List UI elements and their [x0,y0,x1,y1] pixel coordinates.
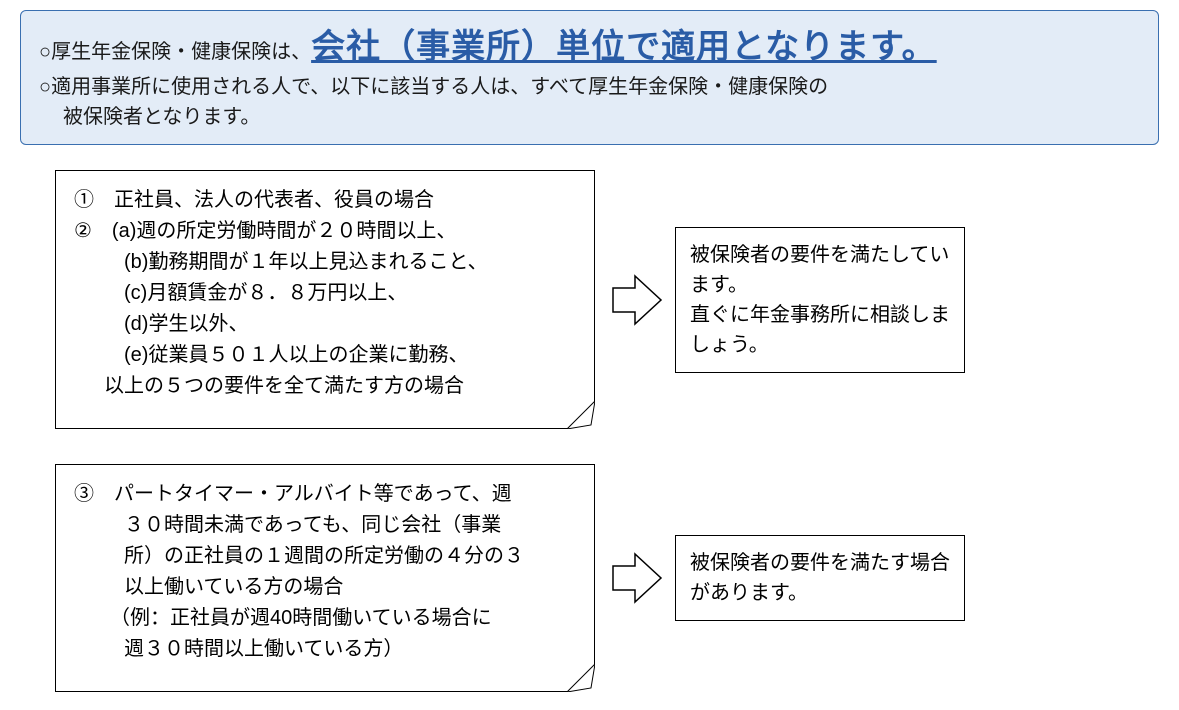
item-1: ① 正社員、法人の代表者、役員の場合 [74,185,576,216]
item-2-head: ② (a)週の所定労働時間が２０時間以上、 [74,216,576,247]
header-line1: ○厚生年金保険・健康保険は、 会社（事業所）単位で適用となります。 [39,19,1140,68]
page-fold-icon [567,664,595,692]
page-fold-icon [567,401,595,429]
item-3-l3: 所）の正社員の１週間の所定労働の４分の３ [74,541,576,572]
item-3-l4: 以上働いている方の場合 [74,572,576,603]
item-3-l2: ３０時間未満であっても、同じ会社（事業 [74,510,576,541]
criteria-box-2: ③ パートタイマー・アルバイト等であって、週 ３０時間未満であっても、同じ会社（… [55,464,595,692]
item-2c: (c)月額賃金が８．８万円以上、 [74,278,576,309]
result-1-text: 被保険者の要件を満たしています。 直ぐに年金事務所に相談しましょう。 [690,244,950,356]
result-2-text: 被保険者の要件を満たす場合があります。 [690,552,950,604]
header-line2: ○適用事業所に使用される人で、以下に該当する人は、すべて厚生年金保険・健康保険の… [39,72,1140,132]
item-3-ex1: （例：正社員が週40時間働いている場合に [74,603,576,634]
header-box: ○厚生年金保険・健康保険は、 会社（事業所）単位で適用となります。 ○適用事業所… [20,10,1159,145]
header-line2a: ○適用事業所に使用される人で、以下に該当する人は、すべて厚生年金保険・健康保険の [39,72,1140,102]
header-prefix: ○厚生年金保険・健康保険は、 [39,35,311,64]
arrow-icon [595,270,675,330]
criteria-box-1: ① 正社員、法人の代表者、役員の場合 ② (a)週の所定労働時間が２０時間以上、… [55,170,595,429]
item-2-tail: 以上の５つの要件を全て満たす方の場合 [74,371,576,402]
flow-row-2: ③ パートタイマー・アルバイト等であって、週 ３０時間未満であっても、同じ会社（… [55,464,1159,692]
header-emphasis: 会社（事業所）単位で適用となります。 [311,19,937,68]
item-2e: (e)従業員５０１人以上の企業に勤務、 [74,340,576,371]
result-box-1: 被保険者の要件を満たしています。 直ぐに年金事務所に相談しましょう。 [675,227,965,373]
item-3-l1: ③ パートタイマー・アルバイト等であって、週 [74,479,576,510]
item-3-ex2: 週３０時間以上働いている方） [74,634,576,665]
flow-row-1: ① 正社員、法人の代表者、役員の場合 ② (a)週の所定労働時間が２０時間以上、… [55,170,1159,429]
item-2d: (d)学生以外、 [74,309,576,340]
result-box-2: 被保険者の要件を満たす場合があります。 [675,535,965,621]
arrow-icon [595,548,675,608]
header-line2b: 被保険者となります。 [39,102,1140,132]
item-2b: (b)勤務期間が１年以上見込まれること、 [74,247,576,278]
